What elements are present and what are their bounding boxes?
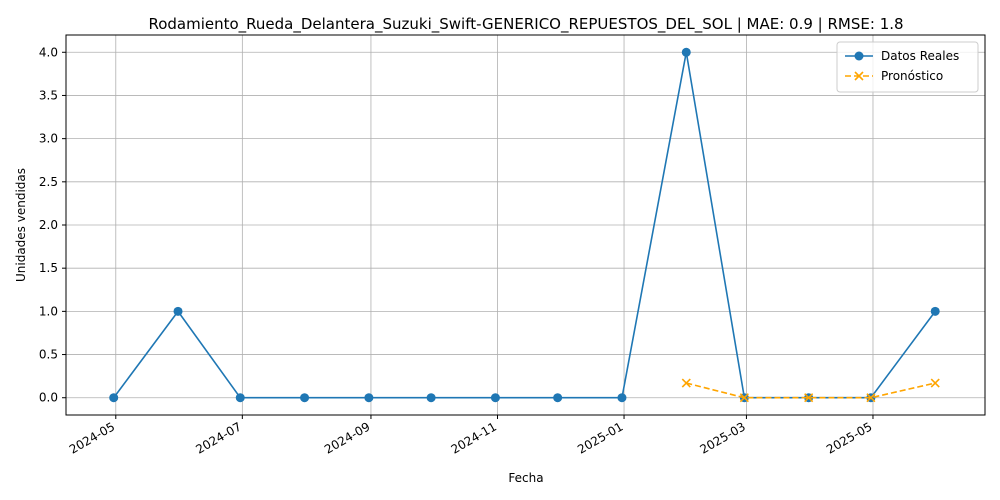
- y-axis-label: Unidades vendidas: [14, 168, 28, 282]
- data-point: [930, 378, 940, 388]
- x-tick-label: 2024-07: [193, 419, 243, 456]
- grid: [66, 35, 985, 415]
- x-axis-label: Fecha: [508, 471, 543, 485]
- legend-marker: [854, 71, 864, 81]
- y-axis: 0.0 0.5 1.0 1.5 2.0 2.5 3.0 3.5 4.0: [39, 45, 66, 405]
- data-point: [681, 378, 691, 388]
- y-tick-label: 3.5: [39, 88, 58, 102]
- legend-box: [836, 41, 979, 93]
- data-point: [930, 306, 940, 316]
- legend-marker: [854, 51, 864, 61]
- data-point: [681, 47, 691, 57]
- x-tick-label: 2025-03: [698, 419, 748, 456]
- x-axis: 2024-05 2024-07 2024-09 2024-11 2025-01 2025-…: [67, 415, 874, 457]
- data-point: [364, 393, 374, 403]
- marker-x-stroke: [854, 71, 864, 81]
- y-tick-label: 1.5: [39, 261, 58, 275]
- marker-x-stroke: [681, 378, 691, 388]
- y-tick-label: 2.0: [39, 218, 58, 232]
- series-1: [681, 378, 940, 403]
- data-point: [866, 393, 876, 403]
- x-tick-label: 2025-05: [824, 419, 874, 456]
- data-point: [300, 393, 310, 403]
- chart-title: Rodamiento_Rueda_Delantera_Suzuki_Swift-…: [148, 15, 903, 34]
- data-point: [109, 393, 119, 403]
- marker-x-stroke: [866, 393, 876, 403]
- marker-x-stroke: [804, 393, 814, 403]
- data-point: [739, 393, 749, 403]
- x-tick-label: 2025-01: [575, 419, 625, 456]
- data-point: [553, 393, 563, 403]
- series-line: [686, 382, 936, 399]
- legend: Datos Reales Pronóstico: [836, 41, 979, 93]
- y-tick-label: 4.0: [39, 45, 58, 59]
- marker-x-stroke: [930, 378, 940, 388]
- y-tick-label: 2.5: [39, 175, 58, 189]
- x-tick-label: 2024-11: [449, 419, 499, 456]
- legend-label: Pronóstico: [881, 69, 943, 83]
- data-point: [426, 393, 436, 403]
- data-point: [617, 393, 627, 403]
- legend-label: Datos Reales: [881, 49, 959, 63]
- series-layer: [109, 47, 940, 403]
- marker-x-stroke: [739, 393, 749, 403]
- y-tick-label: 1.0: [39, 304, 58, 318]
- x-tick-label: 2024-05: [67, 419, 117, 456]
- data-point: [804, 393, 814, 403]
- y-tick-label: 3.0: [39, 132, 58, 146]
- y-tick-label: 0.0: [39, 391, 58, 405]
- data-point: [173, 306, 183, 316]
- data-point: [490, 393, 500, 403]
- x-tick-label: 2024-09: [322, 419, 372, 456]
- data-point: [235, 393, 245, 403]
- y-tick-label: 0.5: [39, 348, 58, 362]
